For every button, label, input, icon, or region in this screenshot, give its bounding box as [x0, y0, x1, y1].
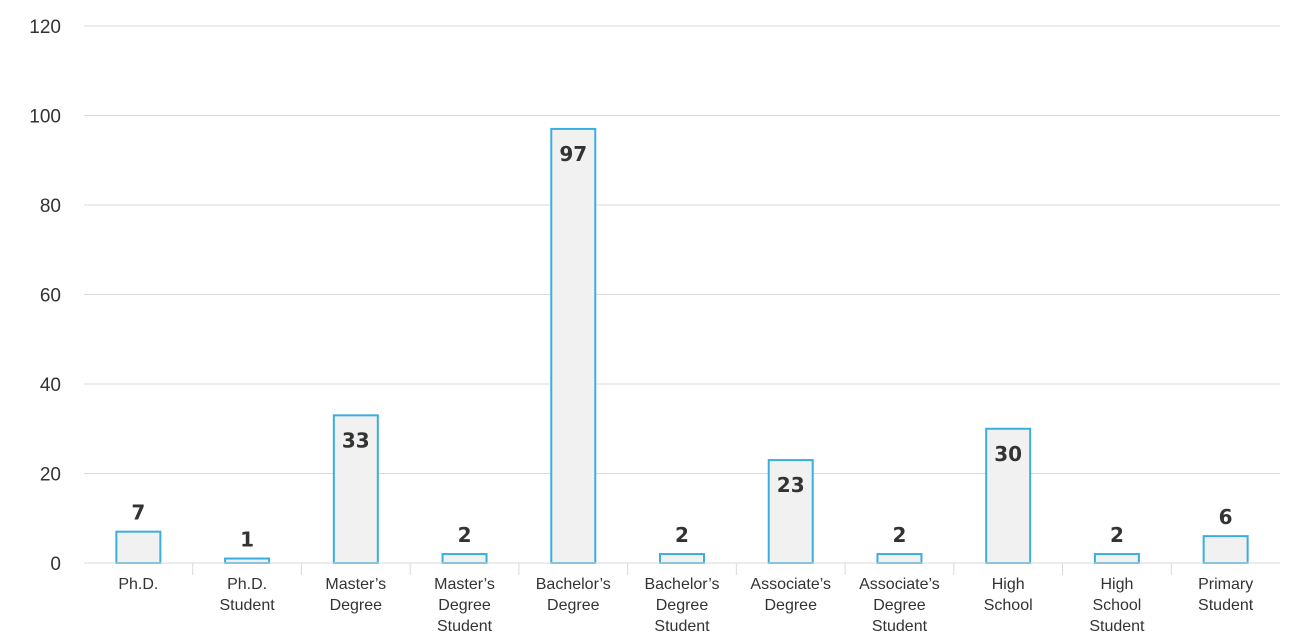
x-tick-label: Primary Student — [1198, 576, 1254, 614]
x-tick-label-line: School — [1092, 597, 1141, 614]
x-tick-label-line: Ph.D. — [227, 576, 267, 593]
x-axis: Ph.D. Ph.D. Student Master’s Degree Master’s D… — [84, 562, 1280, 635]
x-tick-label-line: Student — [437, 618, 493, 635]
x-tick-label-line: Associate’s — [859, 576, 940, 593]
bars — [115, 127, 1249, 565]
y-tick-label: 40 — [40, 375, 61, 396]
x-tick-label-line: Ph.D. — [118, 576, 158, 593]
x-tick-label-line: Degree — [656, 597, 709, 614]
bar — [550, 127, 597, 565]
bar — [767, 459, 814, 565]
data-labels: 7 1 33 2 97 2 23 2 30 2 6 — [131, 142, 1232, 552]
bar — [876, 553, 923, 564]
x-tick-label: Associate’s Degree — [750, 576, 831, 614]
x-tick-label-line: Student — [1089, 618, 1145, 635]
y-tick-label: 100 — [29, 107, 61, 128]
bar — [441, 553, 488, 564]
x-tick-label-line: Degree — [330, 597, 383, 614]
x-tick-label: Associate’s Degree Student — [859, 576, 940, 635]
data-label: 6 — [1219, 505, 1233, 529]
y-tick-label: 0 — [50, 554, 61, 575]
data-label: 33 — [342, 428, 370, 452]
y-tick-label: 80 — [40, 196, 61, 217]
x-tick-label-line: Bachelor’s — [536, 576, 611, 593]
x-tick-label: Ph.D. — [118, 576, 158, 593]
y-tick-label: 120 — [29, 17, 61, 38]
x-tick-label-line: Degree — [764, 597, 817, 614]
bar — [115, 530, 162, 564]
x-tick-label-line: School — [984, 597, 1033, 614]
x-tick-label: Bachelor’s Degree Student — [644, 576, 719, 635]
x-tick-label: High School Student — [1089, 576, 1145, 635]
x-tick-label-line: Student — [1198, 597, 1254, 614]
x-tick-label-line: Associate’s — [750, 576, 831, 593]
x-tick-label: Bachelor’s Degree — [536, 576, 611, 614]
x-tick-label-line: High — [992, 576, 1025, 593]
y-tick-label: 60 — [40, 286, 61, 307]
bar — [985, 427, 1032, 564]
x-tick-label-line: Primary — [1198, 576, 1253, 593]
data-label: 7 — [131, 501, 145, 525]
x-tick-label-line: Degree — [547, 597, 600, 614]
bar — [1202, 535, 1249, 565]
x-tick-label-line: Bachelor’s — [644, 576, 719, 593]
x-tick-label: Ph.D. Student — [220, 576, 276, 614]
x-tick-label-line: High — [1100, 576, 1133, 593]
x-tick-label: Master’s Degree — [325, 576, 386, 614]
bar — [1093, 553, 1140, 564]
x-tick-label-line: Master’s — [434, 576, 495, 593]
grid-lines — [84, 25, 1280, 564]
x-tick-label: High School — [984, 576, 1033, 614]
x-tick-label-line: Student — [220, 597, 276, 614]
data-label: 2 — [458, 523, 472, 547]
bar — [224, 557, 271, 565]
data-label: 2 — [675, 523, 689, 547]
x-tick-label-line: Degree — [873, 597, 926, 614]
data-label: 2 — [1110, 523, 1124, 547]
data-label: 1 — [240, 528, 254, 552]
x-tick-label-line: Degree — [438, 597, 491, 614]
data-label: 97 — [559, 142, 587, 166]
x-tick-label-line: Master’s — [325, 576, 386, 593]
x-tick-label: Master’s Degree Student — [434, 576, 495, 635]
data-label: 30 — [994, 442, 1022, 466]
data-label: 23 — [777, 473, 805, 497]
bar — [659, 553, 705, 564]
data-label: 2 — [892, 523, 906, 547]
y-axis: 0 20 40 60 80 100 120 — [29, 17, 61, 575]
x-tick-label-line: Student — [872, 618, 928, 635]
x-tick-label-line: Student — [654, 618, 710, 635]
y-tick-label: 20 — [40, 465, 61, 486]
